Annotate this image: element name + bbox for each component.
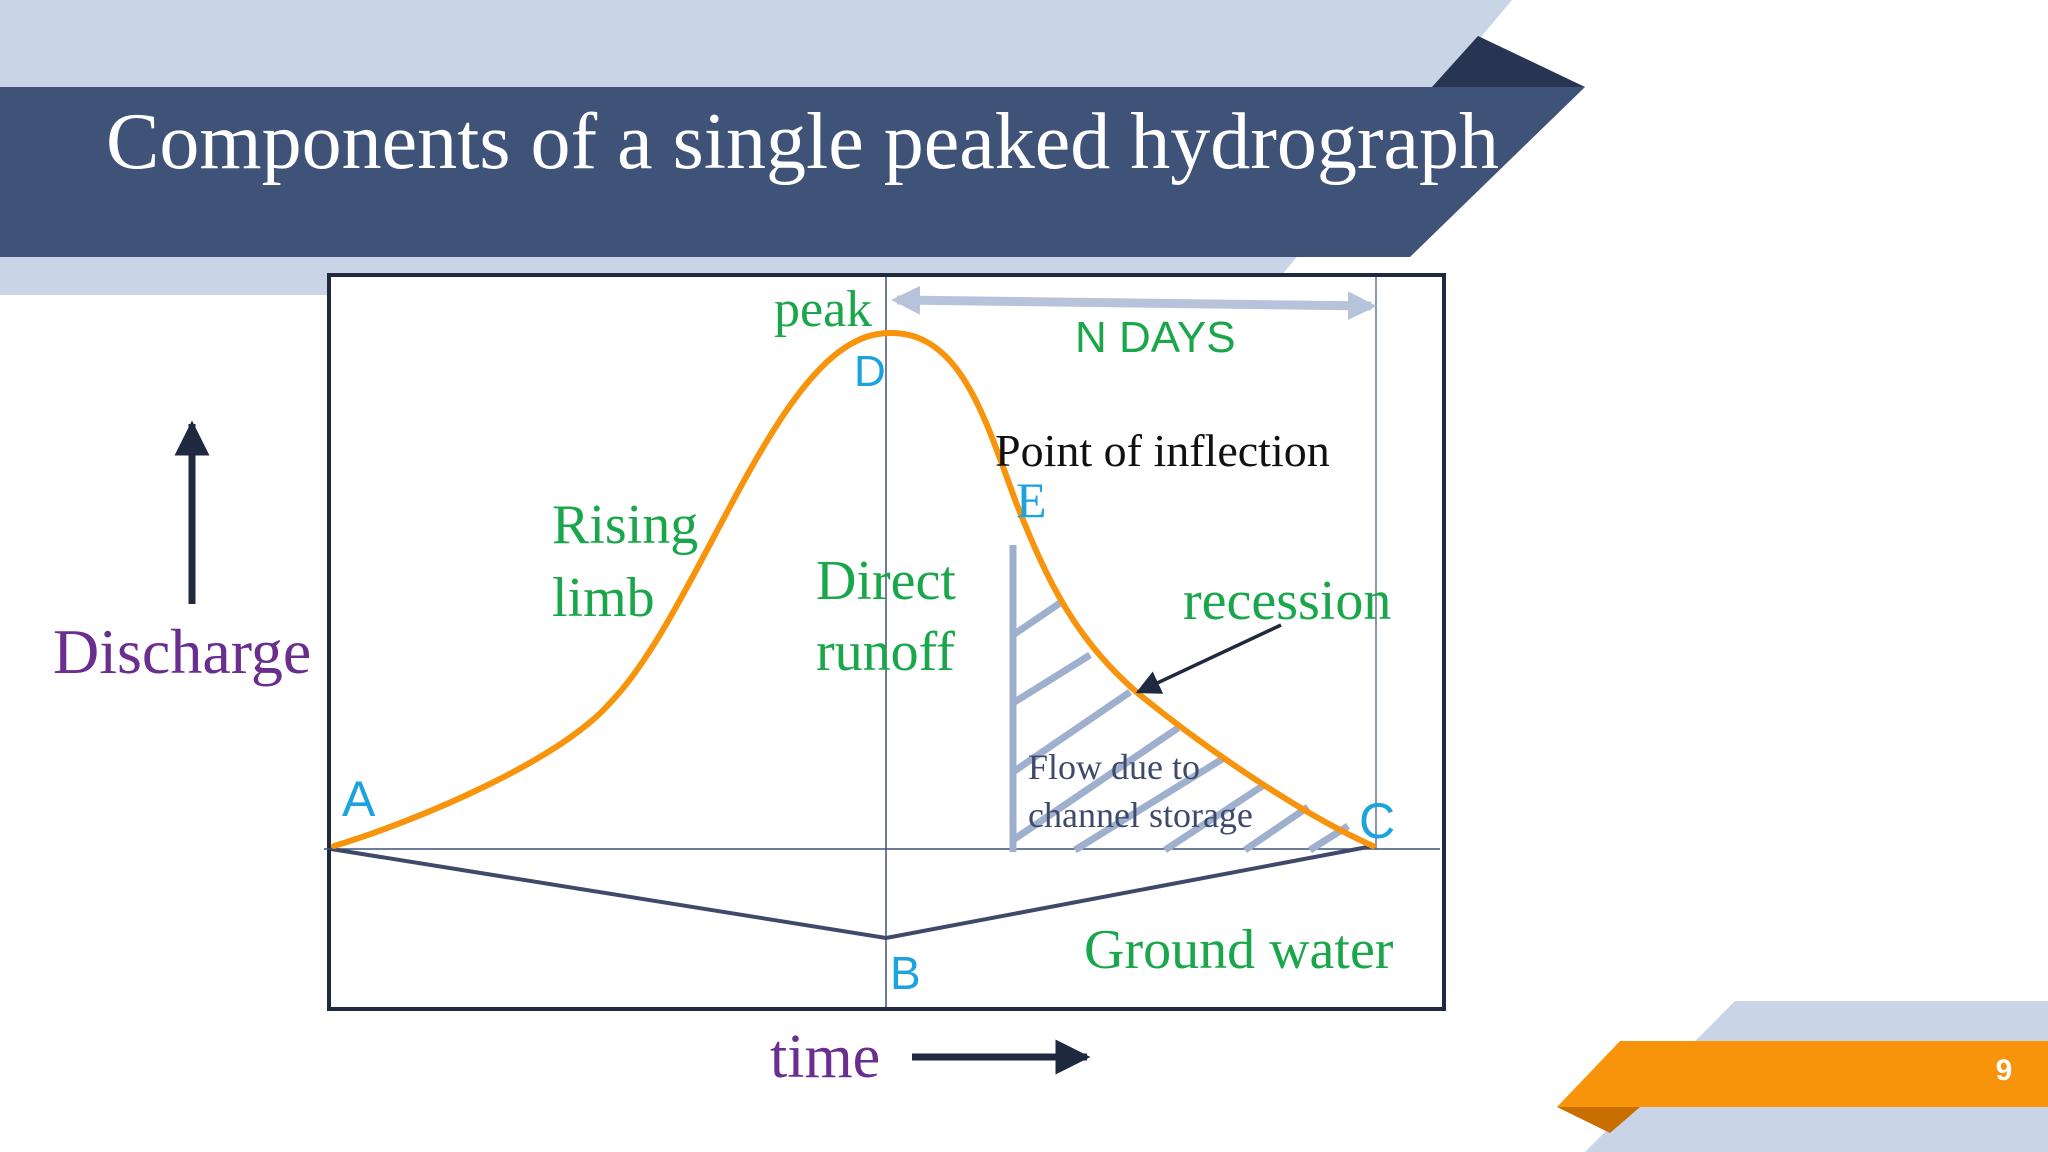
rising-limb-label-line2: limb bbox=[552, 567, 655, 629]
header-navy-band bbox=[0, 87, 1585, 257]
point-b-label: B bbox=[890, 947, 921, 999]
groundwater-separation-line bbox=[330, 844, 1374, 941]
page-number: 9 bbox=[1995, 1054, 2013, 1087]
footer-orange-band bbox=[1557, 1041, 2048, 1107]
channel-storage-label-line1: Flow due to bbox=[1028, 747, 1201, 787]
point-of-inflection-label: Point of inflection bbox=[995, 425, 1330, 476]
direct-runoff-label-line1: Direct bbox=[816, 550, 956, 612]
point-e-label: E bbox=[1016, 472, 1047, 528]
header-dark-corner bbox=[1432, 36, 1585, 87]
footer-dark-corner bbox=[1557, 1107, 1640, 1133]
direct-runoff-label-line2: runoff bbox=[816, 621, 955, 683]
channel-storage-label-line2: channel storage bbox=[1028, 795, 1253, 835]
point-d-label: D bbox=[854, 347, 886, 396]
n-days-label: N DAYS bbox=[1075, 313, 1236, 362]
recession-label: recession bbox=[1183, 570, 1392, 632]
recession-arrow bbox=[1135, 623, 1282, 694]
page-title: Components of a single peaked hydrograph bbox=[106, 98, 1500, 186]
point-c-label: C bbox=[1359, 793, 1396, 849]
discharge-axis-label: Discharge bbox=[53, 616, 312, 687]
n-days-arrow bbox=[891, 285, 1377, 321]
time-axis-label: time bbox=[770, 1023, 881, 1091]
peak-label: peak bbox=[774, 281, 873, 338]
rising-limb-label-line1: Rising bbox=[552, 494, 699, 556]
ground-water-label: Ground water bbox=[1084, 919, 1394, 981]
point-a-label: A bbox=[342, 771, 376, 827]
hydrograph-curve bbox=[331, 330, 1376, 849]
